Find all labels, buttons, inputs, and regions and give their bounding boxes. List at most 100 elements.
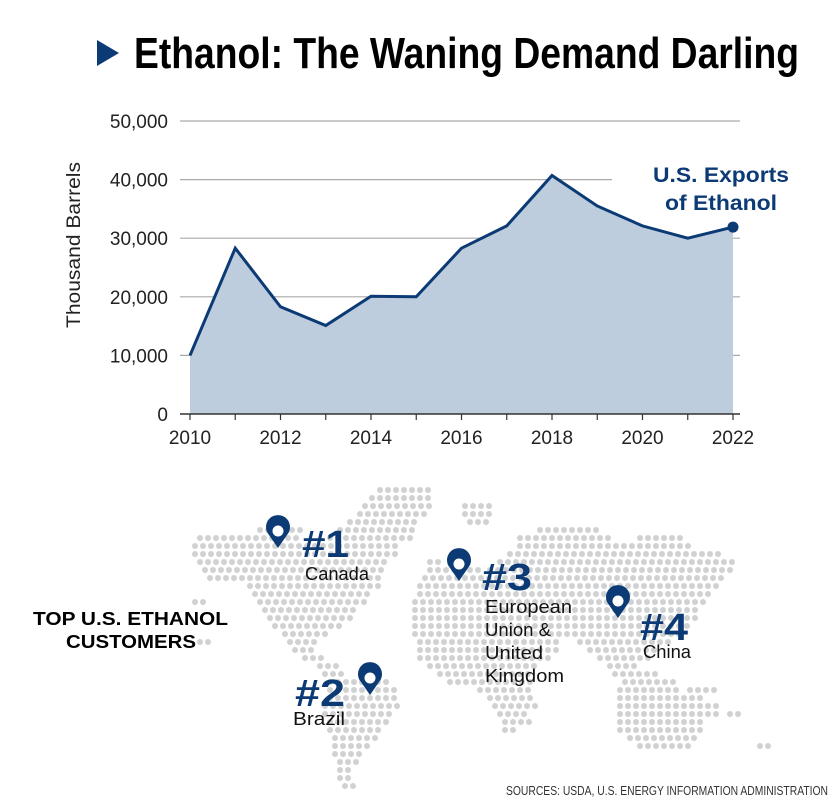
map-dot bbox=[678, 575, 684, 581]
map-dot bbox=[631, 663, 637, 669]
map-dot bbox=[526, 719, 532, 725]
map-dot bbox=[593, 559, 599, 565]
map-dot bbox=[355, 519, 361, 525]
map-dot bbox=[385, 495, 391, 501]
customer-name: China bbox=[643, 642, 692, 662]
map-dot bbox=[695, 567, 701, 573]
map-dot bbox=[596, 623, 602, 629]
map-dot bbox=[620, 631, 626, 637]
map-dot bbox=[359, 727, 365, 733]
map-dot bbox=[425, 639, 431, 645]
map-dot bbox=[452, 623, 458, 629]
map-dot bbox=[468, 615, 474, 621]
map-dot bbox=[267, 615, 273, 621]
map-dot bbox=[697, 583, 703, 589]
map-dot bbox=[657, 695, 663, 701]
map-dot bbox=[487, 695, 493, 701]
map-dot bbox=[513, 583, 519, 589]
map-dot bbox=[721, 559, 727, 565]
map-dot bbox=[543, 567, 549, 573]
map-dot bbox=[226, 567, 232, 573]
map-dot bbox=[351, 583, 357, 589]
map-dot bbox=[541, 535, 547, 541]
map-dot bbox=[375, 687, 381, 693]
map-dot bbox=[443, 663, 449, 669]
map-dot bbox=[302, 607, 308, 613]
map-dot bbox=[625, 719, 631, 725]
map-dot bbox=[589, 535, 595, 541]
map-dot bbox=[636, 599, 642, 605]
map-dot bbox=[343, 727, 349, 733]
map-dot bbox=[606, 575, 612, 581]
map-dot bbox=[444, 615, 450, 621]
series-label-line-2: of Ethanol bbox=[665, 192, 777, 215]
map-dot bbox=[577, 559, 583, 565]
map-dot bbox=[491, 663, 497, 669]
map-dot bbox=[311, 583, 317, 589]
map-dot bbox=[292, 647, 298, 653]
map-dot bbox=[500, 599, 506, 605]
map-dot bbox=[312, 623, 318, 629]
map-dot bbox=[537, 527, 543, 533]
map-dot bbox=[221, 535, 227, 541]
map-dot bbox=[481, 639, 487, 645]
map-dot bbox=[417, 583, 423, 589]
map-dot bbox=[548, 631, 554, 637]
map-dot bbox=[489, 639, 495, 645]
map-dot bbox=[475, 519, 481, 525]
map-dot bbox=[327, 695, 333, 701]
map-dot bbox=[661, 543, 667, 549]
map-dot bbox=[505, 639, 511, 645]
map-dot bbox=[197, 559, 203, 565]
map-pin-icon bbox=[606, 585, 630, 618]
map-dot bbox=[507, 551, 513, 557]
map-dot bbox=[556, 631, 562, 637]
map-dot bbox=[572, 599, 578, 605]
map-dot bbox=[381, 559, 387, 565]
map-dot bbox=[508, 631, 514, 637]
map-dot bbox=[433, 639, 439, 645]
map-dot bbox=[612, 631, 618, 637]
map-dot bbox=[332, 591, 338, 597]
map-dot bbox=[484, 607, 490, 613]
map-dot bbox=[689, 559, 695, 565]
map-dot bbox=[627, 647, 633, 653]
map-dot bbox=[574, 575, 580, 581]
map-dot bbox=[296, 623, 302, 629]
map-dot bbox=[529, 639, 535, 645]
map-dot bbox=[556, 623, 562, 629]
map-dot bbox=[660, 607, 666, 613]
map-dot bbox=[460, 623, 466, 629]
map-dot bbox=[445, 671, 451, 677]
map-dot bbox=[535, 567, 541, 573]
map-dot bbox=[508, 615, 514, 621]
map-dot bbox=[611, 647, 617, 653]
map-dot bbox=[229, 535, 235, 541]
map-dot bbox=[537, 639, 543, 645]
customer-canada: #1 Canada bbox=[266, 515, 370, 584]
map-dot bbox=[383, 695, 389, 701]
map-dot bbox=[649, 727, 655, 733]
map-dot bbox=[412, 607, 418, 613]
x-tick-label: 2018 bbox=[531, 428, 573, 449]
world-dot-map bbox=[192, 487, 771, 789]
map-dot bbox=[281, 599, 287, 605]
map-dot bbox=[665, 695, 671, 701]
map-dot bbox=[389, 511, 395, 517]
map-dot bbox=[401, 495, 407, 501]
map-dot bbox=[344, 543, 350, 549]
map-dot bbox=[649, 695, 655, 701]
map-dot bbox=[501, 671, 507, 677]
map-dot bbox=[711, 567, 717, 573]
map-dot bbox=[509, 671, 515, 677]
map-dot bbox=[393, 487, 399, 493]
map-dot bbox=[364, 743, 370, 749]
map-dot bbox=[234, 567, 240, 573]
map-dot bbox=[361, 527, 367, 533]
map-dot bbox=[545, 591, 551, 597]
map-dot bbox=[279, 583, 285, 589]
map-dot bbox=[644, 615, 650, 621]
map-dot bbox=[735, 711, 741, 717]
map-dot bbox=[302, 655, 308, 661]
map-dot bbox=[713, 703, 719, 709]
